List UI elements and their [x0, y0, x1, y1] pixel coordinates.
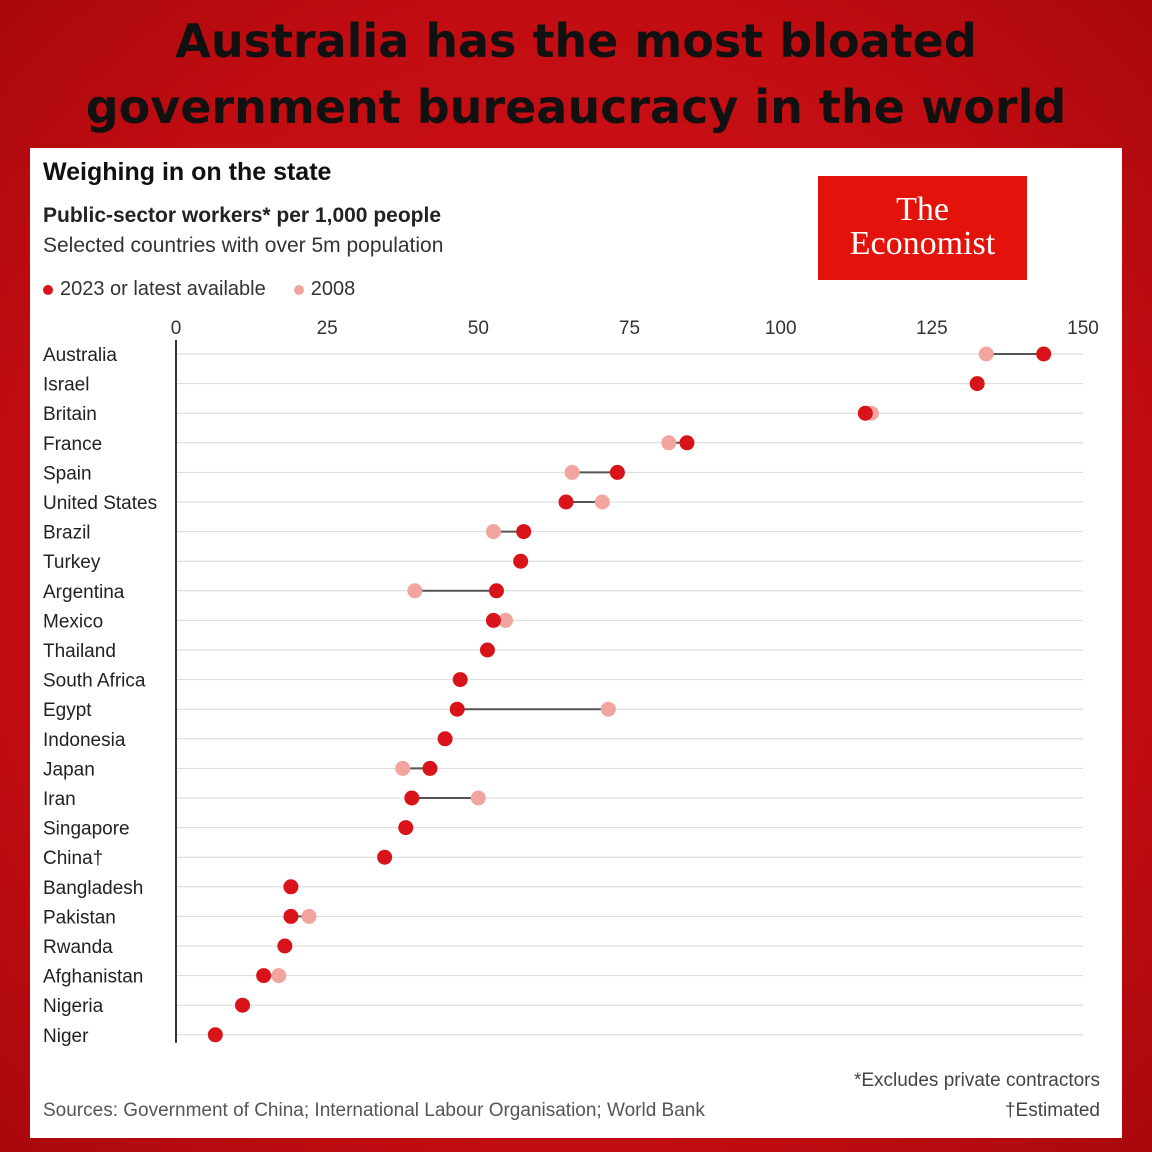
row-label: Iran — [43, 789, 76, 810]
row-label: Australia — [43, 345, 117, 366]
row-label: Egypt — [43, 700, 92, 721]
legend-item-latest: 2023 or latest available — [43, 278, 266, 301]
dot-latest — [969, 376, 985, 392]
dot-latest — [485, 612, 501, 628]
chart-subtitle: Public-sector workers* per 1,000 people — [43, 204, 441, 227]
row-label: Britain — [43, 404, 97, 425]
headline-line-2: government bureaucracy in the world — [85, 80, 1067, 134]
x-tick-label: 100 — [765, 318, 797, 339]
row-label: Pakistan — [43, 907, 116, 928]
dot-2008 — [485, 524, 501, 540]
row-label: United States — [43, 493, 157, 514]
logo-line-2: Economist — [849, 225, 996, 262]
dot-2008 — [594, 494, 610, 510]
dot-latest — [479, 642, 495, 658]
row-label: Nigeria — [43, 996, 104, 1017]
footnote-estimated: †Estimated — [1004, 1100, 1100, 1121]
chart-card: Weighing in on the state Public-sector w… — [30, 148, 1122, 1138]
row-label: France — [43, 434, 102, 455]
dot-latest — [437, 731, 453, 747]
row-label: Bangladesh — [43, 878, 143, 899]
footnote-excludes: *Excludes private contractors — [853, 1070, 1100, 1091]
x-tick-label: 125 — [916, 318, 948, 339]
dot-latest — [558, 494, 574, 510]
x-tick-label: 150 — [1067, 318, 1099, 339]
headline-line-1: Australia has the most bloated — [175, 14, 977, 68]
row-label: Thailand — [43, 641, 116, 662]
dot-2008 — [661, 435, 677, 451]
dot-latest — [513, 553, 529, 569]
dot-latest — [488, 583, 504, 599]
dot-latest — [235, 997, 251, 1013]
sources: Sources: Government of China; Internatio… — [43, 1100, 705, 1121]
dot-latest — [256, 968, 272, 984]
dot-2008 — [564, 464, 580, 480]
dot-2008 — [271, 968, 287, 984]
dot-latest — [283, 908, 299, 924]
row-label: Spain — [43, 463, 92, 484]
row-label: Turkey — [43, 552, 101, 573]
dot-latest — [516, 524, 532, 540]
dot-2008 — [600, 701, 616, 717]
row-label: Rwanda — [43, 937, 113, 958]
dot-2008 — [498, 612, 514, 628]
chart-note: Selected countries with over 5m populati… — [43, 234, 444, 257]
dot-latest — [377, 849, 393, 865]
dot-latest — [452, 672, 468, 688]
legend-label-2008: 2008 — [310, 278, 356, 300]
row-label: Afghanistan — [43, 967, 143, 988]
dot-latest — [679, 435, 695, 451]
dot-latest — [277, 938, 293, 954]
economist-logo: The Economist — [818, 176, 1027, 280]
x-tick-label: 25 — [317, 318, 338, 339]
dot-2008 — [978, 346, 994, 362]
dot-2008 — [395, 760, 411, 776]
dot-2008 — [407, 583, 423, 599]
row-label: Israel — [43, 375, 89, 396]
dot-plot: Australia Israel Britain France Spain United … — [43, 318, 1099, 1047]
row-label: China† — [43, 848, 103, 869]
row-label: Japan — [43, 759, 95, 780]
row-label: Argentina — [43, 582, 125, 603]
legend: 2023 or latest available 2008 — [43, 278, 383, 301]
dot-latest — [449, 701, 465, 717]
chart-title: Weighing in on the state — [43, 158, 332, 186]
dot-2008 — [301, 908, 317, 924]
legend-dot-2008 — [293, 284, 304, 295]
legend-dot-latest — [43, 284, 53, 295]
x-tick-label: 75 — [619, 318, 640, 339]
dot-latest — [404, 790, 420, 806]
row-label: Niger — [43, 1026, 89, 1047]
headline: Australia has the most bloated governmen… — [0, 8, 1152, 140]
row-label: Brazil — [43, 523, 91, 544]
x-tick-label: 0 — [171, 318, 182, 339]
row-label: South Africa — [43, 671, 146, 692]
dot-latest — [283, 879, 299, 895]
legend-label-latest: 2023 or latest available — [60, 278, 266, 300]
dot-2008 — [470, 790, 486, 806]
row-label: Mexico — [43, 611, 103, 632]
legend-item-2008: 2008 — [293, 278, 356, 301]
logo-line-1: The — [896, 191, 949, 228]
dot-latest — [398, 820, 414, 836]
dot-latest — [1036, 346, 1052, 362]
dot-latest — [857, 405, 873, 421]
dot-latest — [422, 760, 438, 776]
x-tick-label: 50 — [468, 318, 489, 339]
dot-latest — [207, 1027, 223, 1043]
row-label: Indonesia — [43, 730, 126, 751]
dot-latest — [609, 464, 625, 480]
row-label: Singapore — [43, 819, 130, 840]
